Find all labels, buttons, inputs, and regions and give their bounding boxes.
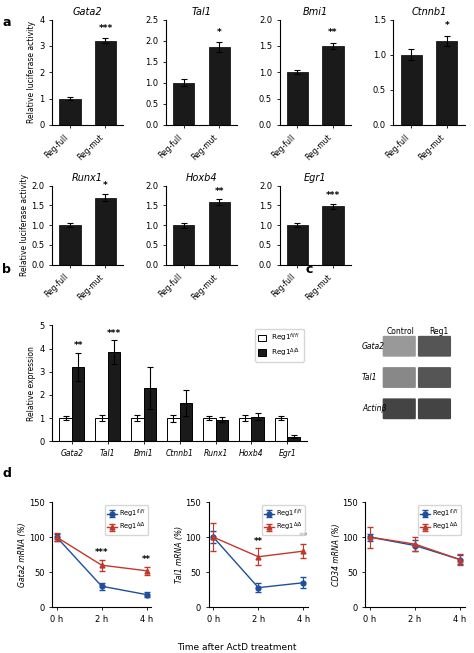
Y-axis label: CD34 mRNA (%): CD34 mRNA (%) [332, 523, 341, 586]
Title: Tal1: Tal1 [191, 7, 211, 18]
Bar [239, 418, 252, 441]
Legend: Reg1$^{fl/fl}$, Reg1$^{Δ/Δ}$: Reg1$^{fl/fl}$, Reg1$^{Δ/Δ}$ [255, 329, 303, 362]
Bar [287, 72, 308, 125]
Text: *: * [217, 27, 222, 37]
Text: **: ** [214, 187, 224, 195]
Bar [252, 417, 264, 441]
Bar [167, 418, 180, 441]
Bar [59, 418, 72, 441]
Text: Control: Control [386, 326, 414, 336]
FancyBboxPatch shape [418, 336, 451, 357]
Y-axis label: Relative expression: Relative expression [27, 346, 36, 421]
Text: **: ** [299, 532, 308, 541]
Title: Gata2: Gata2 [73, 7, 102, 18]
Legend: Reg1$^{fl/fl}$, Reg1$^{Δ/Δ}$: Reg1$^{fl/fl}$, Reg1$^{Δ/Δ}$ [105, 505, 148, 535]
Text: Tal1: Tal1 [362, 373, 377, 382]
Bar [180, 403, 192, 441]
FancyBboxPatch shape [418, 398, 451, 419]
Y-axis label: Relative luciferase activity: Relative luciferase activity [19, 174, 28, 276]
Title: Runx1: Runx1 [72, 174, 103, 183]
Text: **: ** [73, 342, 83, 351]
Bar [322, 206, 344, 264]
Text: ***: *** [326, 191, 340, 200]
FancyBboxPatch shape [418, 367, 451, 388]
Title: Ctnnb1: Ctnnb1 [411, 7, 447, 18]
Bar [436, 40, 457, 125]
Bar [59, 225, 81, 264]
Text: ***: *** [95, 548, 109, 557]
Text: b: b [2, 263, 11, 276]
Bar [144, 388, 156, 441]
Bar [173, 225, 194, 264]
Text: **: ** [328, 29, 338, 37]
Bar [209, 202, 230, 264]
Bar [72, 367, 84, 441]
Text: ***: *** [107, 328, 121, 338]
Bar [287, 225, 308, 264]
Bar [95, 197, 116, 264]
Bar [275, 418, 287, 441]
Bar [216, 420, 228, 441]
Bar [401, 55, 422, 125]
Text: Actinβ: Actinβ [362, 404, 386, 413]
Bar [95, 40, 116, 125]
Bar [209, 47, 230, 125]
Legend: Reg1$^{fl/fl}$, Reg1$^{Δ/Δ}$: Reg1$^{fl/fl}$, Reg1$^{Δ/Δ}$ [418, 505, 461, 535]
Bar [203, 418, 216, 441]
Title: Hoxb4: Hoxb4 [186, 174, 217, 183]
Bar [131, 418, 144, 441]
Y-axis label: Gata2 mRNA (%): Gata2 mRNA (%) [18, 522, 27, 587]
Bar [95, 418, 108, 441]
Text: ***: *** [98, 24, 113, 33]
Text: **: ** [142, 555, 151, 564]
FancyBboxPatch shape [383, 367, 416, 388]
Bar [108, 352, 120, 441]
FancyBboxPatch shape [383, 398, 416, 419]
Text: a: a [2, 16, 11, 29]
Title: Bmi1: Bmi1 [302, 7, 328, 18]
FancyBboxPatch shape [383, 336, 416, 357]
Text: *: * [103, 182, 108, 191]
Text: *: * [444, 22, 449, 31]
Text: c: c [306, 263, 313, 276]
Bar [173, 83, 194, 125]
Legend: Reg1$^{fl/fl}$, Reg1$^{Δ/Δ}$: Reg1$^{fl/fl}$, Reg1$^{Δ/Δ}$ [262, 505, 305, 535]
Text: **: ** [254, 537, 263, 545]
Text: Gata2: Gata2 [362, 342, 385, 351]
Text: Time after ActD treatment: Time after ActD treatment [177, 643, 297, 652]
Text: Reg1: Reg1 [429, 326, 448, 336]
Bar [59, 99, 81, 125]
Text: d: d [2, 467, 11, 480]
Y-axis label: Relative luciferase activity: Relative luciferase activity [27, 22, 36, 123]
Bar [287, 437, 300, 441]
Title: Egr1: Egr1 [304, 174, 327, 183]
Bar [322, 46, 344, 125]
Y-axis label: Tal1 mRNA (%): Tal1 mRNA (%) [175, 526, 184, 583]
